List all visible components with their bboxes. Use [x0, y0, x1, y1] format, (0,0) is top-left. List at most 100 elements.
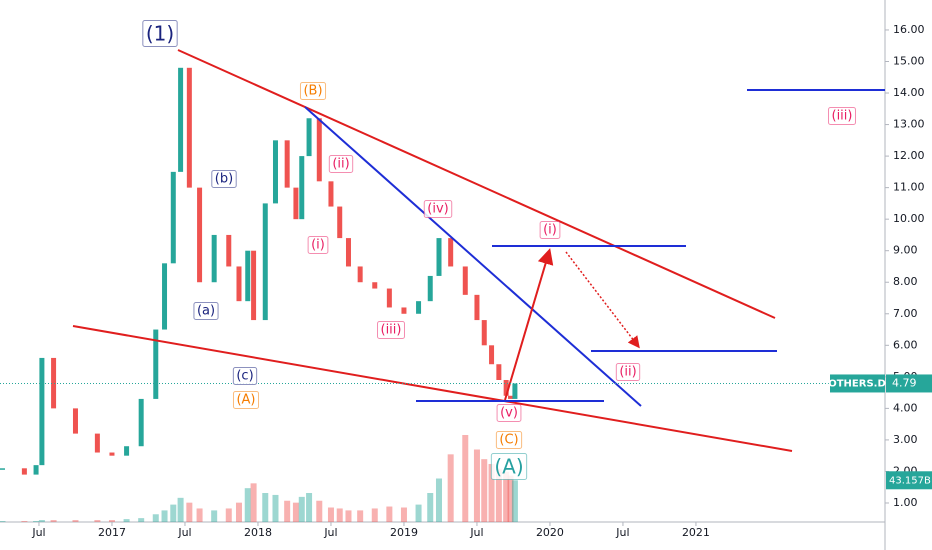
candle [337, 206, 343, 239]
candle [436, 238, 442, 276]
candle [0, 468, 5, 470]
y-tick-label: 4.00 [893, 401, 918, 414]
candle [272, 140, 278, 204]
candle [197, 187, 203, 283]
wave-label: (c) [236, 369, 253, 384]
x-tick-label: Jul [469, 526, 483, 539]
labels: 1.002.003.004.005.006.007.008.009.0010.0… [0, 20, 932, 539]
wave-label-box [307, 236, 329, 254]
candle [386, 288, 392, 308]
volume-bar [336, 508, 343, 522]
candle [33, 465, 39, 475]
symbol-label: OTHERS.D [828, 378, 886, 389]
x-tick-label: 2017 [98, 526, 126, 539]
candle [401, 307, 407, 314]
volume-bar [427, 493, 434, 522]
y-tick-label: 10.00 [893, 212, 925, 225]
candle [138, 398, 144, 447]
wave-label-box [828, 107, 856, 125]
volume-bar [473, 449, 480, 522]
candle [503, 379, 509, 396]
volume-bar [196, 508, 203, 522]
volume-bar [511, 480, 518, 522]
candle [284, 140, 290, 188]
wave-label: (ii) [619, 365, 636, 380]
volume-bar [357, 510, 364, 522]
wave-label-box [377, 321, 405, 339]
volume-bar [152, 514, 159, 522]
wave-label: (A) [236, 393, 255, 408]
wave-label-box [539, 221, 561, 239]
wave-label-box [496, 404, 522, 422]
candle [345, 238, 351, 267]
volume-bar [503, 471, 510, 522]
volume-tag [886, 471, 932, 490]
candle [357, 266, 363, 283]
y-tick-label: 11.00 [893, 181, 925, 194]
volume-bar [50, 520, 57, 522]
candle [427, 275, 433, 302]
volume-bar [123, 519, 130, 522]
wave-label-box [232, 391, 260, 409]
candle [508, 395, 514, 399]
candle [512, 383, 518, 399]
wave-label-box [423, 200, 453, 218]
candle [51, 357, 57, 409]
wave-label: (a) [197, 304, 215, 319]
candle [462, 266, 468, 295]
y-tick-label: 12.00 [893, 149, 925, 162]
y-tick-label: 9.00 [893, 244, 918, 257]
candle [226, 234, 232, 267]
candle [496, 364, 502, 380]
volume-bar [38, 520, 45, 522]
candle [162, 263, 168, 330]
trend-line [304, 106, 642, 407]
volume-bar [316, 500, 323, 522]
trend-line [72, 325, 793, 452]
wave-label: (1) [146, 22, 174, 46]
x-tick-label: 2020 [536, 526, 564, 539]
wave-label: (b) [215, 172, 233, 187]
volume-bar [481, 459, 488, 522]
wave-label-box [490, 453, 528, 480]
volume-bar [211, 510, 218, 522]
volume-bar [161, 510, 168, 522]
volume-bar [225, 508, 232, 522]
y-tick-label: 3.00 [893, 433, 918, 446]
x-tick-label: Jul [177, 526, 191, 539]
volume-label: 43.157B [889, 475, 931, 486]
candle [306, 118, 312, 157]
candle [94, 433, 100, 453]
x-tick-label: Jul [323, 526, 337, 539]
candle [72, 408, 78, 434]
volume-bar [0, 521, 6, 522]
y-tick-label: 8.00 [893, 275, 918, 288]
candle [109, 452, 115, 456]
wave-label-box [142, 20, 178, 47]
volume-bar [72, 520, 79, 522]
candle [39, 357, 45, 466]
wave-label: (iv) [427, 202, 448, 217]
volume-bar [462, 435, 469, 522]
candle [211, 234, 217, 283]
volume-bar [108, 520, 115, 522]
price-label: 4.79 [892, 376, 917, 389]
volume-bar [495, 468, 502, 522]
marks [0, 67, 518, 522]
y-tick-label: 14.00 [893, 86, 925, 99]
candle [178, 67, 184, 172]
volume-bar [177, 497, 184, 522]
candle [251, 250, 257, 321]
candle [293, 187, 299, 220]
drawings [72, 49, 885, 452]
candle [481, 320, 487, 346]
volume-bar [345, 510, 352, 522]
wave-label: (B) [303, 84, 322, 99]
volume-bar [435, 478, 442, 522]
volume-bar [235, 502, 242, 522]
wave-label-box [328, 155, 354, 173]
candle [153, 329, 159, 399]
price-tag [886, 374, 932, 393]
candle [236, 266, 242, 302]
candle [489, 345, 495, 365]
